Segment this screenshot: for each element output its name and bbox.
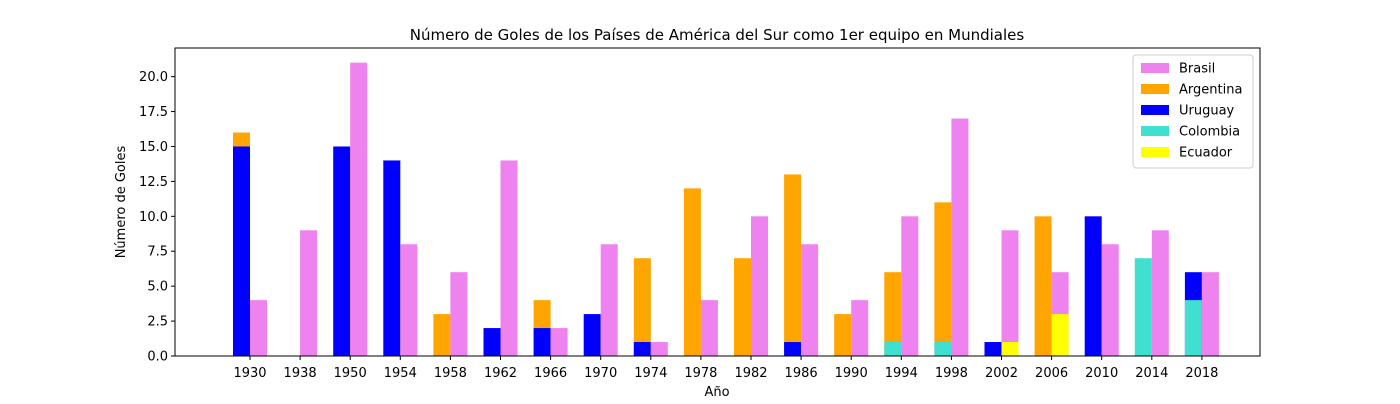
bar-uruguay-1986 — [784, 342, 802, 356]
legend-swatch-ecuador — [1141, 147, 1169, 157]
legend-label-brasil: Brasil — [1179, 62, 1215, 77]
bar-uruguay-1954 — [383, 160, 401, 356]
x-tick-label: 1998 — [935, 366, 968, 381]
legend-label-colombia: Colombia — [1179, 125, 1240, 140]
legend-swatch-colombia — [1141, 126, 1169, 136]
x-tick-label: 2010 — [1085, 366, 1118, 381]
bar-uruguay-1970 — [583, 314, 601, 356]
bar-colombia-2014 — [1134, 258, 1152, 356]
y-tick-label: 15.0 — [139, 140, 168, 155]
bar-uruguay-1930 — [233, 146, 250, 356]
bar-colombia-2018 — [1184, 300, 1202, 356]
y-axis-label: Número de Goles — [114, 145, 129, 258]
bar-argentina-1978 — [683, 188, 701, 356]
bar-ecuador-2002 — [1001, 342, 1019, 356]
bar-argentina-1982 — [734, 258, 751, 356]
x-axis: 1930 1938 1950 1954 1958 1962 1966 1970 1974 1978… — [233, 356, 1218, 381]
legend-swatch-uruguay — [1141, 105, 1169, 115]
y-tick-label: 20.0 — [139, 70, 168, 85]
legend-swatch-brasil — [1141, 63, 1169, 73]
bar-argentina-1994 — [884, 272, 902, 356]
bar-brasil-1994 — [901, 216, 919, 356]
bar-brasil-2002 — [1001, 230, 1019, 356]
bar-brasil-2018 — [1201, 272, 1219, 356]
legend-label-argentina: Argentina — [1179, 83, 1242, 98]
x-tick-label: 1962 — [484, 366, 517, 381]
bar-brasil-1978 — [700, 300, 718, 356]
x-tick-label: 1966 — [534, 366, 567, 381]
bar-brasil-1986 — [801, 244, 819, 356]
legend-box — [1132, 54, 1254, 169]
x-tick-label: 1978 — [684, 366, 717, 381]
y-tick-label: 12.5 — [139, 175, 168, 190]
x-tick-label: 1970 — [584, 366, 617, 381]
y-tick-label: 7.5 — [147, 245, 168, 260]
bar-uruguay-1966 — [533, 328, 551, 356]
x-tick-label: 2002 — [985, 366, 1018, 381]
bar-uruguay-2010 — [1084, 216, 1102, 356]
legend-label-ecuador: Ecuador — [1179, 146, 1233, 161]
legend-label-uruguay: Uruguay — [1179, 104, 1235, 119]
x-tick-label: 1954 — [384, 366, 417, 381]
bar-brasil-1990 — [851, 300, 869, 356]
bar-brasil-1982 — [751, 216, 768, 356]
bar-argentina-2006 — [1034, 216, 1052, 356]
x-axis-label: Año — [704, 385, 729, 400]
bar-argentina-1986 — [784, 174, 802, 356]
bar-argentina-1998 — [934, 202, 952, 356]
legend: Brasil Argentina Uruguay Colombia Ecuador — [1132, 54, 1254, 169]
bar-brasil-1930 — [250, 300, 267, 356]
bar-uruguay-1962 — [483, 328, 501, 356]
bar-colombia-1998 — [934, 342, 952, 356]
bar-brasil-1962 — [500, 160, 518, 356]
bar-brasil-1966 — [550, 328, 568, 356]
x-tick-label: 1974 — [634, 366, 667, 381]
x-tick-label: 1938 — [284, 366, 317, 381]
bar-colombia-1994 — [884, 342, 902, 356]
y-tick-label: 10.0 — [139, 210, 168, 225]
bar-brasil-2010 — [1101, 244, 1119, 356]
bar-brasil-1970 — [600, 244, 618, 356]
bar-brasil-1958 — [450, 272, 468, 356]
x-tick-label: 2006 — [1035, 366, 1068, 381]
bar-uruguay-1974 — [633, 342, 651, 356]
bar-uruguay-2002 — [984, 342, 1002, 356]
y-tick-label: 5.0 — [147, 280, 168, 295]
bar-argentina-1974 — [633, 258, 651, 356]
x-tick-label: 1994 — [885, 366, 918, 381]
x-tick-label: 1950 — [334, 366, 367, 381]
x-tick-label: 2014 — [1135, 366, 1168, 381]
bar-argentina-1958 — [433, 314, 451, 356]
bar-uruguay-1950 — [333, 146, 351, 356]
bar-brasil-1998 — [951, 118, 969, 357]
bar-ecuador-2006 — [1051, 314, 1069, 356]
bar-brasil-1954 — [400, 244, 418, 356]
legend-swatch-argentina — [1141, 84, 1169, 94]
bar-argentina-1990 — [834, 314, 852, 356]
x-tick-label: 1982 — [734, 366, 767, 381]
chart-title: Número de Goles de los Países de América… — [410, 26, 1025, 44]
y-axis: 0.0 2.5 5.0 7.5 10.0 12.5 15.0 17.5 20.0 — [139, 70, 175, 365]
y-tick-label: 17.5 — [139, 105, 168, 120]
y-tick-label: 2.5 — [147, 315, 168, 330]
bar-brasil-1938 — [300, 230, 318, 356]
x-tick-label: 1986 — [785, 366, 818, 381]
x-tick-label: 2018 — [1185, 366, 1218, 381]
y-tick-label: 0.0 — [147, 350, 168, 365]
plot-area-frame — [174, 47, 1261, 357]
bar-brasil-1974 — [650, 342, 668, 356]
bars-group — [233, 62, 1219, 357]
x-tick-label: 1930 — [233, 366, 266, 381]
bar-brasil-1950 — [350, 62, 368, 357]
bar-brasil-2014 — [1151, 230, 1169, 356]
x-tick-label: 1958 — [434, 366, 467, 381]
x-tick-label: 1990 — [835, 366, 868, 381]
